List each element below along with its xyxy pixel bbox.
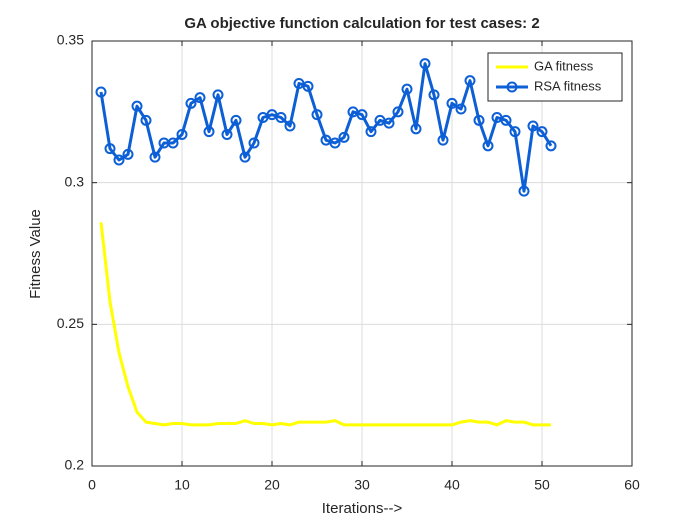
y-tick-label: 0.35 xyxy=(57,32,84,48)
data-point xyxy=(212,89,224,101)
data-point xyxy=(338,131,350,143)
data-point xyxy=(536,126,548,138)
x-tick-label: 0 xyxy=(88,477,96,493)
series-line xyxy=(99,222,551,427)
data-point xyxy=(509,126,521,138)
data-point xyxy=(473,114,485,126)
x-tick-label: 40 xyxy=(444,477,460,493)
x-tick-label: 20 xyxy=(264,477,280,493)
data-point xyxy=(329,137,341,149)
data-point xyxy=(527,120,539,132)
data-point xyxy=(167,137,179,149)
data-point xyxy=(437,134,449,146)
data-point xyxy=(383,117,395,129)
data-point xyxy=(518,185,530,197)
data-point xyxy=(95,86,107,98)
x-tick-label: 30 xyxy=(354,477,370,493)
y-tick-label: 0.2 xyxy=(65,457,85,473)
legend-marker xyxy=(506,81,518,93)
x-axis-label: Iterations--> xyxy=(322,500,403,517)
data-point xyxy=(176,129,188,140)
data-point xyxy=(455,103,467,115)
data-point xyxy=(104,143,116,155)
data-point xyxy=(464,75,476,87)
axes-box xyxy=(91,40,633,467)
legend-box xyxy=(487,52,623,102)
x-tick-label: 50 xyxy=(534,477,550,493)
data-point xyxy=(248,137,260,149)
data-point xyxy=(275,112,287,123)
data-point xyxy=(230,114,242,126)
data-point xyxy=(401,83,413,95)
y-axis-label: Fitness Value xyxy=(27,209,44,299)
data-point xyxy=(428,89,440,101)
data-point xyxy=(446,97,458,109)
x-tick-label: 10 xyxy=(174,477,190,493)
data-point xyxy=(131,100,143,112)
legend-label: GA fitness xyxy=(534,58,594,73)
data-point xyxy=(545,140,557,152)
data-point xyxy=(311,109,323,121)
data-point xyxy=(302,80,314,92)
data-point xyxy=(419,58,431,70)
data-point xyxy=(122,148,134,160)
data-point xyxy=(149,151,161,163)
data-point xyxy=(239,151,251,163)
data-point xyxy=(365,126,377,138)
data-point xyxy=(410,123,422,135)
legend-label: RSA fitness xyxy=(534,78,602,93)
data-point xyxy=(356,109,368,121)
data-point xyxy=(221,129,233,140)
data-point xyxy=(284,120,296,132)
y-tick-label: 0.3 xyxy=(65,173,85,189)
data-point xyxy=(185,97,197,109)
data-point xyxy=(113,154,125,166)
data-point xyxy=(392,106,404,118)
data-point xyxy=(482,140,494,152)
data-point xyxy=(203,126,215,138)
data-point xyxy=(194,92,206,104)
data-point xyxy=(140,114,152,126)
y-tick-label: 0.25 xyxy=(57,315,84,331)
chart-title: GA objective function calculation for te… xyxy=(184,15,539,32)
data-point xyxy=(500,114,512,126)
x-tick-label: 60 xyxy=(624,477,640,493)
